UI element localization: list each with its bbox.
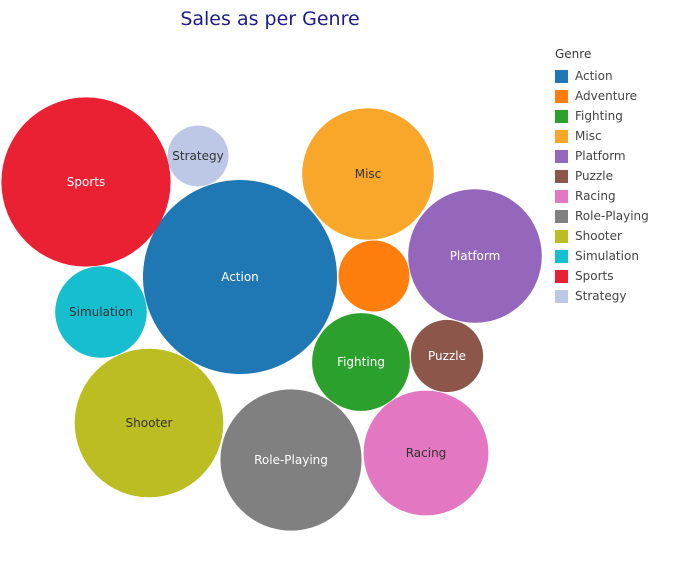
bubble-strategy[interactable] [167, 125, 229, 187]
bubble-label-sports: Sports [67, 175, 105, 189]
bubble-chart: Action Fighting Misc Platform Puzzle Racing Ro… [1, 97, 542, 531]
bubble-label-fighting: Fighting [337, 355, 385, 369]
bubble-label-puzzle: Puzzle [428, 349, 466, 363]
legend-swatch-puzzle [555, 169, 568, 183]
legend-label-platform: Platform [575, 149, 626, 163]
legend-swatch-sports [555, 269, 568, 283]
bubble-role-playing[interactable] [220, 389, 362, 531]
bubble-puzzle[interactable] [410, 319, 484, 393]
bubble-label-misc: Misc [355, 167, 382, 181]
legend-label-racing: Racing [575, 189, 616, 203]
legend-swatch-fighting [555, 109, 568, 123]
legend-item-adventure[interactable]: Adventure [555, 86, 649, 106]
bubble-platform[interactable] [408, 189, 542, 323]
bubble-label-strategy: Strategy [172, 149, 223, 163]
legend-item-platform[interactable]: Platform [555, 146, 649, 166]
legend-label-action: Action [575, 69, 613, 83]
legend-label-sports: Sports [575, 269, 614, 283]
legend-item-shooter[interactable]: Shooter [555, 226, 649, 246]
legend-label-adventure: Adventure [575, 89, 638, 103]
legend-swatch-role-playing [555, 209, 568, 223]
bubble-shooter[interactable] [74, 348, 224, 498]
legend-swatch-simulation [555, 249, 568, 263]
legend-title: Genre [555, 47, 592, 61]
bubble-label-platform: Platform [450, 249, 501, 263]
legend-swatch-action [555, 69, 568, 83]
legend-item-simulation[interactable]: Simulation [555, 246, 649, 266]
legend-item-action[interactable]: Action [555, 66, 649, 86]
legend-label-shooter: Shooter [575, 229, 622, 243]
legend-swatch-adventure [555, 89, 568, 103]
legend-swatch-platform [555, 149, 568, 163]
legend-item-role-playing[interactable]: Role-Playing [555, 206, 649, 226]
bubble-simulation[interactable] [55, 266, 147, 358]
bubble-misc[interactable] [302, 108, 434, 240]
bubble-fighting[interactable] [312, 313, 410, 411]
bubble-label-role-playing: Role-Playing [254, 453, 328, 467]
legend-item-misc[interactable]: Misc [555, 126, 649, 146]
legend-label-strategy: Strategy [575, 289, 627, 303]
legend-item-strategy[interactable]: Strategy [555, 286, 649, 306]
legend-swatch-misc [555, 129, 568, 143]
legend: Genre Action Adventure Fighting Misc Platfor… [555, 47, 649, 306]
legend-item-fighting[interactable]: Fighting [555, 106, 649, 126]
legend-swatch-strategy [555, 289, 568, 303]
bubble-label-simulation: Simulation [69, 305, 133, 319]
bubble-adventure[interactable] [338, 240, 410, 312]
legend-label-fighting: Fighting [575, 109, 623, 123]
legend-item-puzzle[interactable]: Puzzle [555, 166, 649, 186]
bubble-label-racing: Racing [406, 446, 447, 460]
bubble-label-action: Action [221, 270, 259, 284]
legend-label-simulation: Simulation [575, 249, 639, 263]
legend-items: Action Adventure Fighting Misc Platform Puzzl… [555, 66, 649, 306]
bubble-sports[interactable] [1, 97, 171, 267]
legend-swatch-shooter [555, 229, 568, 243]
legend-swatch-racing [555, 189, 568, 203]
bubble-action[interactable] [143, 180, 337, 374]
legend-label-misc: Misc [575, 129, 602, 143]
legend-label-role-playing: Role-Playing [575, 209, 649, 223]
bubble-label-shooter: Shooter [126, 416, 173, 430]
chart-title: Sales as per Genre [180, 8, 360, 30]
legend-item-sports[interactable]: Sports [555, 266, 649, 286]
bubble-racing[interactable] [363, 390, 489, 516]
legend-label-puzzle: Puzzle [575, 169, 613, 183]
legend-item-racing[interactable]: Racing [555, 186, 649, 206]
